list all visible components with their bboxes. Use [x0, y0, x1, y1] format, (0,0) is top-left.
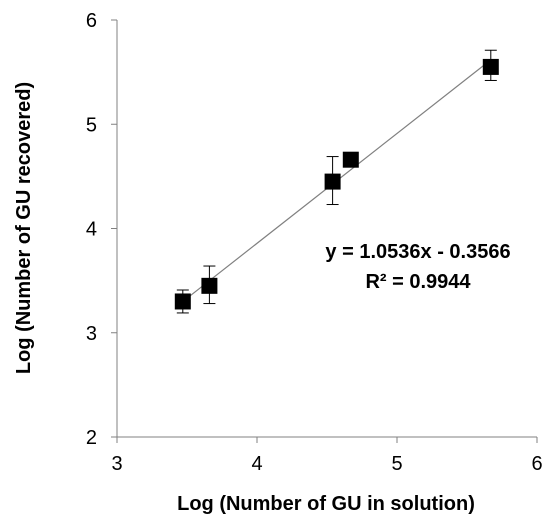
x-tick-label: 3: [111, 453, 122, 475]
x-axis-title: Log (Number of GU in solution): [177, 493, 475, 515]
data-point: [342, 151, 359, 168]
x-tick-label: 5: [391, 453, 402, 475]
y-tick-label: 5: [86, 114, 97, 136]
y-tick-label: 6: [86, 10, 97, 32]
data-point: [174, 293, 191, 310]
y-tick-label: 2: [86, 427, 97, 449]
y-tick-label: 4: [86, 219, 97, 241]
data-point: [201, 277, 218, 294]
y-axis-title: Log (Number of GU recovered): [13, 82, 35, 374]
axes: [116, 20, 537, 438]
trendline-equation: y = 1.0536x - 0.3566: [325, 241, 510, 263]
x-tick-label: 6: [531, 453, 542, 475]
data-points: [174, 58, 499, 310]
data-point: [324, 173, 341, 190]
y-tick-label: 3: [86, 323, 97, 345]
r-squared-label: R² = 0.9944: [365, 271, 471, 293]
data-point: [482, 58, 499, 75]
x-tick-label: 4: [251, 453, 262, 475]
